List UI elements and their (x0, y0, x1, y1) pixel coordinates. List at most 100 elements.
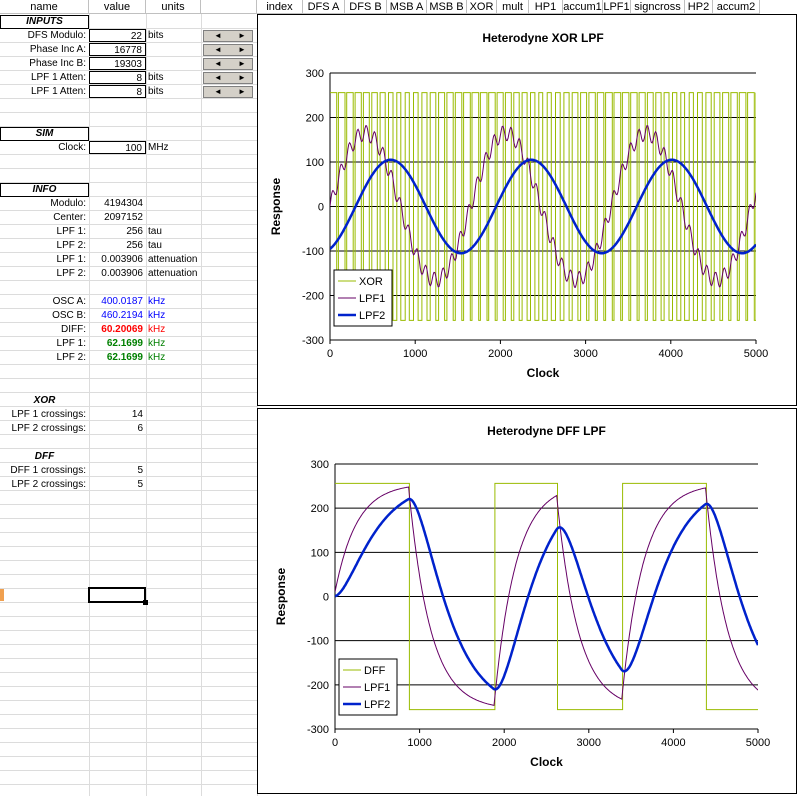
grid-row-line (0, 630, 257, 631)
grid-row-line (0, 280, 257, 281)
column-header-hp2[interactable]: HP2 (685, 0, 713, 14)
chart0-series-lpf1 (330, 125, 756, 288)
grid-row-line (0, 532, 257, 533)
spin-right-icon[interactable]: ► (238, 59, 246, 68)
dff-row-value[interactable]: 5 (137, 465, 143, 476)
info-title: INFO (32, 184, 57, 195)
freq-row-value[interactable]: 400.0187 (101, 296, 143, 307)
grid-row-line (0, 266, 257, 267)
chart0-xtick-label: 4000 (659, 348, 683, 360)
dff-lpf-chart[interactable]: Heterodyne DFF LPF -300 -200 -100 0 100 200 300… (257, 408, 797, 794)
xor-lpf-chart[interactable]: Heterodyne XOR LPF -300 -200 -100 0 100 200 300… (257, 14, 797, 406)
xor-row-label: LPF 1 crossings: (11, 409, 86, 420)
column-header-mult[interactable]: mult (497, 0, 529, 14)
grid-row-line (0, 462, 257, 463)
sim-title: SIM (35, 128, 54, 139)
chart0-ytick-label: 200 (306, 113, 324, 125)
input-row-value[interactable]: 8 (89, 71, 146, 84)
sim-row-value[interactable]: 100 (89, 141, 146, 154)
freq-row-value[interactable]: 60.20069 (101, 324, 143, 335)
spin-left-icon[interactable]: ◄ (214, 59, 222, 68)
info-row-value[interactable]: 2097152 (104, 212, 143, 223)
grid-row-line (0, 448, 257, 449)
column-header-accum1[interactable]: accum1 (563, 0, 603, 14)
spinner-control[interactable]: ◄ ► (203, 86, 253, 98)
column-header-value[interactable]: value (89, 0, 146, 14)
spin-left-icon[interactable]: ◄ (214, 87, 222, 96)
input-row-value[interactable]: 8 (89, 85, 146, 98)
info-row-value[interactable]: 4194304 (104, 198, 143, 209)
spinner-control[interactable]: ◄ ► (203, 58, 253, 70)
input-row-label: LPF 1 Atten: (30, 86, 86, 97)
chart0-title: Heterodyne XOR LPF (482, 31, 603, 45)
freq-row-units: kHz (148, 338, 166, 349)
chart0-xtick-label: 5000 (744, 348, 768, 360)
xor-lpf-chart-svg: Heterodyne XOR LPF -300 -200 -100 0 100 200 300… (269, 31, 768, 380)
chart0-ytick-label: 0 (318, 202, 324, 214)
chart1-legend-label: LPF2 (364, 699, 390, 711)
column-header-xor[interactable]: XOR (467, 0, 497, 14)
column-header-dfs-b[interactable]: DFS B (345, 0, 387, 14)
grid-row-line (0, 616, 257, 617)
chart0-ylabel: Response (269, 178, 283, 236)
selected-cell[interactable] (88, 587, 146, 603)
info-row-label: LPF 1: (56, 226, 86, 237)
column-header-signcross[interactable]: signcross (631, 0, 685, 14)
chart0-ytick-label: -300 (302, 335, 324, 347)
info-row-label: Center: (53, 212, 86, 223)
spinner-control[interactable]: ◄ ► (203, 44, 253, 56)
grid-row-line (0, 644, 257, 645)
spin-right-icon[interactable]: ► (238, 73, 246, 82)
spin-right-icon[interactable]: ► (238, 31, 246, 40)
info-row-value[interactable]: 0.003906 (101, 268, 143, 279)
input-row-label: Phase Inc B: (29, 58, 86, 69)
chart1-title: Heterodyne DFF LPF (487, 424, 606, 438)
freq-row-value[interactable]: 62.1699 (106, 338, 143, 349)
spinner-control[interactable]: ◄ ► (203, 72, 253, 84)
chart1-xtick-label: 2000 (492, 737, 516, 749)
input-row-units (148, 57, 203, 70)
freq-row-label: LPF 2: (56, 352, 86, 363)
input-row-value[interactable]: 22 (89, 29, 146, 42)
column-header-dfs-a[interactable]: DFS A (303, 0, 345, 14)
spin-left-icon[interactable]: ◄ (214, 31, 222, 40)
grid-row-line (0, 70, 257, 71)
freq-row-value[interactable]: 460.2194 (101, 310, 143, 321)
xor-row-value[interactable]: 14 (131, 409, 143, 420)
spin-right-icon[interactable]: ► (238, 87, 246, 96)
input-row-value[interactable]: 16778 (89, 43, 146, 56)
column-header-accum2[interactable]: accum2 (713, 0, 760, 14)
spin-left-icon[interactable]: ◄ (214, 45, 222, 54)
column-header-hp1[interactable]: HP1 (529, 0, 563, 14)
info-row-label: Modulo: (50, 198, 86, 209)
spin-right-icon[interactable]: ► (238, 45, 246, 54)
info-row-value[interactable]: 0.003906 (101, 254, 143, 265)
info-header-box (0, 183, 89, 197)
column-header-index[interactable]: index (257, 0, 303, 14)
grid-row-line (0, 490, 257, 491)
dff-row-value[interactable]: 5 (137, 479, 143, 490)
sim-row-units: MHz (148, 142, 169, 153)
column-header-msb-a[interactable]: MSB A (387, 0, 427, 14)
grid-row-line (0, 364, 257, 365)
column-header-name[interactable]: name (0, 0, 89, 14)
spinner-control[interactable]: ◄ ► (203, 30, 253, 42)
column-header-blank[interactable] (201, 0, 257, 14)
grid-row-line (0, 700, 257, 701)
input-row-units: bits (148, 86, 164, 97)
fill-handle[interactable] (143, 600, 148, 605)
spin-left-icon[interactable]: ◄ (214, 73, 222, 82)
grid-row-line (0, 42, 257, 43)
column-header-msb-b[interactable]: MSB B (427, 0, 467, 14)
grid-row-line (0, 504, 257, 505)
freq-row-value[interactable]: 62.1699 (106, 352, 143, 363)
chart1-ytick-label: -100 (307, 636, 329, 648)
info-row-value[interactable]: 256 (126, 226, 143, 237)
dff-row-label: LPF 2 crossings: (11, 479, 86, 490)
column-header-lpf1[interactable]: LPF1 (603, 0, 631, 14)
xor-row-value[interactable]: 6 (137, 423, 143, 434)
chart1-xlabel: Clock (530, 755, 563, 769)
info-row-value[interactable]: 256 (126, 240, 143, 251)
column-header-units[interactable]: units (146, 0, 201, 14)
input-row-value[interactable]: 19303 (89, 57, 146, 70)
